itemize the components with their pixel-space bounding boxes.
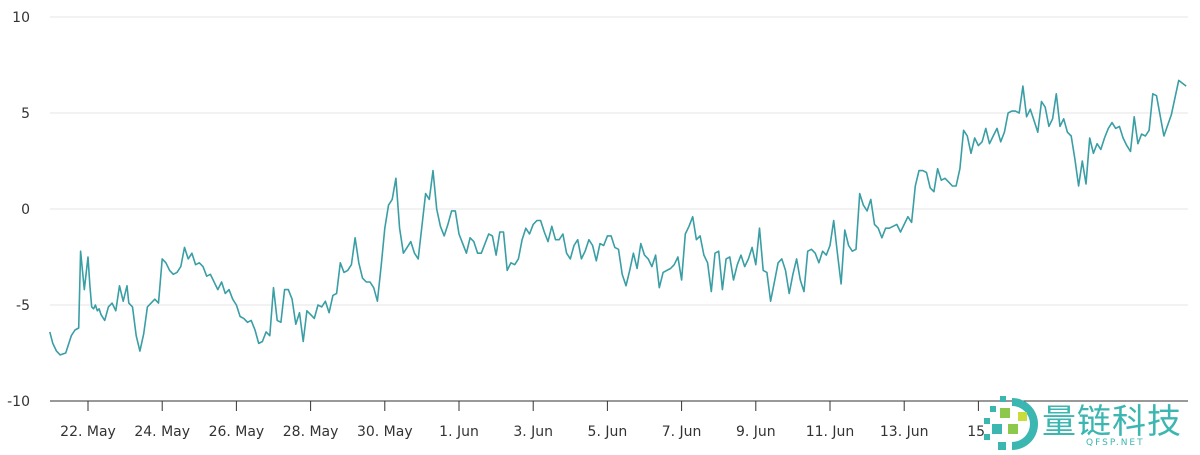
watermark-logo: 量链科技 QFSP.NET xyxy=(978,392,1200,455)
logo-text: 量链科技 xyxy=(1042,402,1182,442)
logo-subtext: QFSP.NET xyxy=(1086,438,1145,448)
x-tick-label: 30. May xyxy=(357,424,413,440)
x-tick-label: 22. May xyxy=(60,424,116,440)
x-tick-label: 5. Jun xyxy=(588,424,628,440)
x-tick-label: 9. Jun xyxy=(736,424,776,440)
y-tick-label: 5 xyxy=(21,106,30,122)
y-axis-labels: -10 -5 0 5 10 xyxy=(7,10,30,410)
y-tick-label: 0 xyxy=(21,202,30,218)
y-tick-label: 10 xyxy=(12,10,30,26)
x-tick-label: 11. Jun xyxy=(806,424,855,440)
x-tick-label: 1. Jun xyxy=(439,424,479,440)
x-tick-label: 26. May xyxy=(209,424,265,440)
series-line xyxy=(49,79,1187,356)
y-tick-label: -10 xyxy=(7,394,30,410)
x-tick-label: 28. May xyxy=(283,424,339,440)
x-tick-label: 24. May xyxy=(134,424,190,440)
x-tick-label: 3. Jun xyxy=(513,424,553,440)
x-tick-label: 13. Jun xyxy=(880,424,929,440)
x-tick-label: 15. xyxy=(967,424,989,440)
x-axis-labels: 22. May 24. May 26. May 28. May 30. May 1. Ju… xyxy=(60,401,990,440)
x-tick-label: 7. Jun xyxy=(662,424,702,440)
gridlines xyxy=(50,16,1188,306)
logo-icon xyxy=(984,396,1038,450)
y-tick-label: -5 xyxy=(16,298,30,314)
